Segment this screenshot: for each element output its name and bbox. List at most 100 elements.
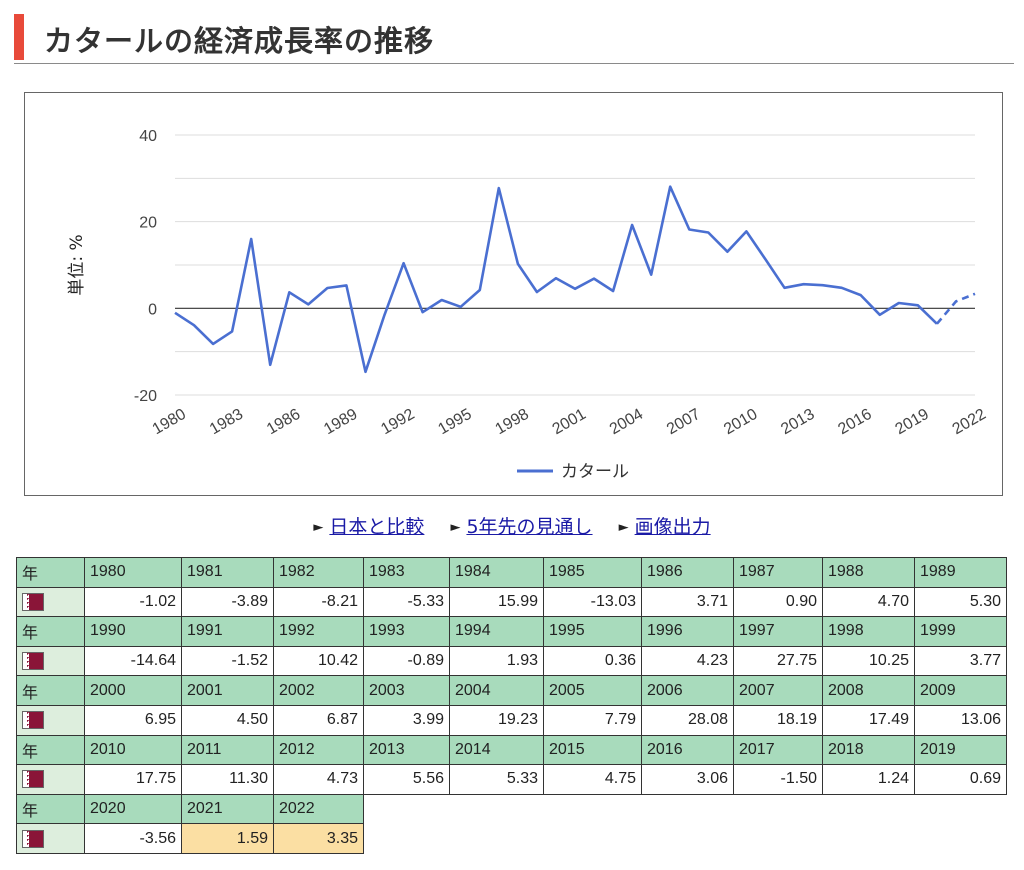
qatar-flag-icon: [22, 829, 44, 848]
data-point: [687, 228, 691, 232]
data-point: [916, 303, 920, 307]
x-tick-label: 1986: [264, 406, 303, 439]
value-cell: 5.30: [914, 586, 1007, 618]
compare-japan-link[interactable]: ► 日本と比較: [313, 516, 425, 538]
value-cell: 4.23: [641, 645, 734, 677]
y-tick-label: -20: [134, 388, 157, 405]
five-year-outlook-link[interactable]: ► 5年先の見通し: [450, 516, 593, 538]
year-cell: 1991: [181, 616, 274, 647]
data-point: [840, 286, 844, 290]
value-cell: -1.50: [733, 764, 823, 795]
table-value-row: -14.64 -1.52 10.42 -0.89 1.93 0.36 4.23 27.75 10…: [16, 645, 1007, 677]
x-tick-label: 2004: [607, 406, 646, 439]
data-point: [249, 237, 253, 241]
year-header-cell: 年: [16, 557, 85, 588]
empty-cell: [915, 824, 1007, 854]
value-cell: -3.89: [181, 586, 274, 618]
action-links: ► 日本と比較 ► 5年先の見通し ► 画像出力: [0, 512, 1024, 542]
data-point: [383, 313, 387, 317]
year-cell: 2003: [363, 675, 450, 706]
table-value-row: -1.02 -3.89 -8.21 -5.33 15.99 -13.03 3.71 0.90 4…: [16, 586, 1007, 618]
x-tick-label: 1998: [493, 406, 532, 439]
year-cell: 2002: [273, 675, 364, 706]
year-cell: 1990: [84, 616, 182, 647]
value-cell: -0.89: [363, 645, 450, 677]
year-cell: 1984: [449, 557, 544, 588]
data-point: [859, 293, 863, 297]
flag-cell: [16, 764, 85, 795]
table-year-row: 年 2000 2001 2002 2003 2004 2005 2006 2007 2008 200…: [16, 675, 1007, 706]
value-cell: 5.56: [363, 764, 450, 795]
value-cell: -14.64: [84, 645, 182, 677]
x-tick-label: 1980: [150, 406, 189, 439]
data-point: [173, 311, 177, 315]
data-point: [935, 322, 939, 326]
value-cell: 0.36: [543, 645, 642, 677]
empty-cell: [734, 824, 823, 854]
year-cell: 1988: [822, 557, 915, 588]
year-cell: 1992: [273, 616, 364, 647]
y-tick-label: 20: [139, 215, 157, 232]
value-cell: 19.23: [449, 704, 544, 736]
year-cell: 1986: [641, 557, 734, 588]
value-cell: 10.25: [822, 645, 915, 677]
year-cell: 1983: [363, 557, 450, 588]
table-year-row: 年 2020 2021 2022: [16, 793, 1007, 825]
heading-accent-bar: [14, 14, 24, 60]
growth-rate-line-chart: -20 0 20 40 単位: % 1980 1983 1986 1989 1992 1995 199…: [67, 128, 989, 482]
data-point: [878, 313, 882, 317]
qatar-flag-icon: [22, 592, 44, 611]
x-tick-label: 1989: [321, 406, 360, 439]
year-cell: 2022: [273, 793, 364, 825]
page-heading: カタールの経済成長率の推移: [14, 12, 1014, 64]
value-cell: -5.33: [363, 586, 450, 618]
year-cell: 2009: [914, 675, 1007, 706]
table-year-row: 年 2010 2011 2012 2013 2014 2015 2016 2017 2018 201…: [16, 734, 1007, 766]
data-point: [744, 229, 748, 233]
year-cell: 1985: [543, 557, 642, 588]
flag-cell: [16, 823, 85, 854]
data-point: [897, 301, 901, 305]
series-line-qatar-estimate: [935, 292, 976, 325]
data-point: [821, 283, 825, 287]
data-point: [973, 292, 977, 296]
year-cell: 2017: [733, 734, 823, 766]
value-cell: 27.75: [733, 645, 823, 677]
value-cell: -1.02: [84, 586, 182, 618]
data-point: [954, 299, 958, 303]
value-cell: 1.59: [181, 823, 274, 854]
empty-cell: [642, 824, 734, 854]
empty-cell: [450, 794, 544, 824]
year-cell: 1997: [733, 616, 823, 647]
year-cell: 2015: [543, 734, 642, 766]
legend-label: カタール: [561, 462, 629, 482]
data-point: [516, 262, 520, 266]
image-export-link[interactable]: ► 画像出力: [618, 516, 711, 538]
year-header-cell: 年: [16, 675, 85, 706]
year-cell: 1989: [914, 557, 1007, 588]
x-tick-label: 2013: [778, 406, 817, 439]
year-cell: 2012: [273, 734, 364, 766]
x-tick-label: 2016: [835, 406, 874, 439]
year-cell: 2004: [449, 675, 544, 706]
value-cell: 0.90: [733, 586, 823, 618]
year-cell: 2007: [733, 675, 823, 706]
value-cell: 1.24: [822, 764, 915, 795]
value-cell: 3.35: [273, 823, 364, 854]
data-point: [268, 363, 272, 367]
data-point: [363, 370, 367, 374]
data-point: [592, 277, 596, 281]
value-cell: 3.77: [914, 645, 1007, 677]
value-cell: 10.42: [273, 645, 364, 677]
value-cell: 28.08: [641, 704, 734, 736]
value-cell: 17.75: [84, 764, 182, 795]
x-tick-label: 2007: [664, 406, 703, 439]
value-cell: -3.56: [84, 823, 182, 854]
data-point: [630, 223, 634, 227]
qatar-flag-icon: [22, 711, 44, 730]
year-cell: 1980: [84, 557, 182, 588]
data-point: [668, 185, 672, 189]
year-cell: 2016: [641, 734, 734, 766]
value-cell: 3.99: [363, 704, 450, 736]
value-cell: 6.87: [273, 704, 364, 736]
